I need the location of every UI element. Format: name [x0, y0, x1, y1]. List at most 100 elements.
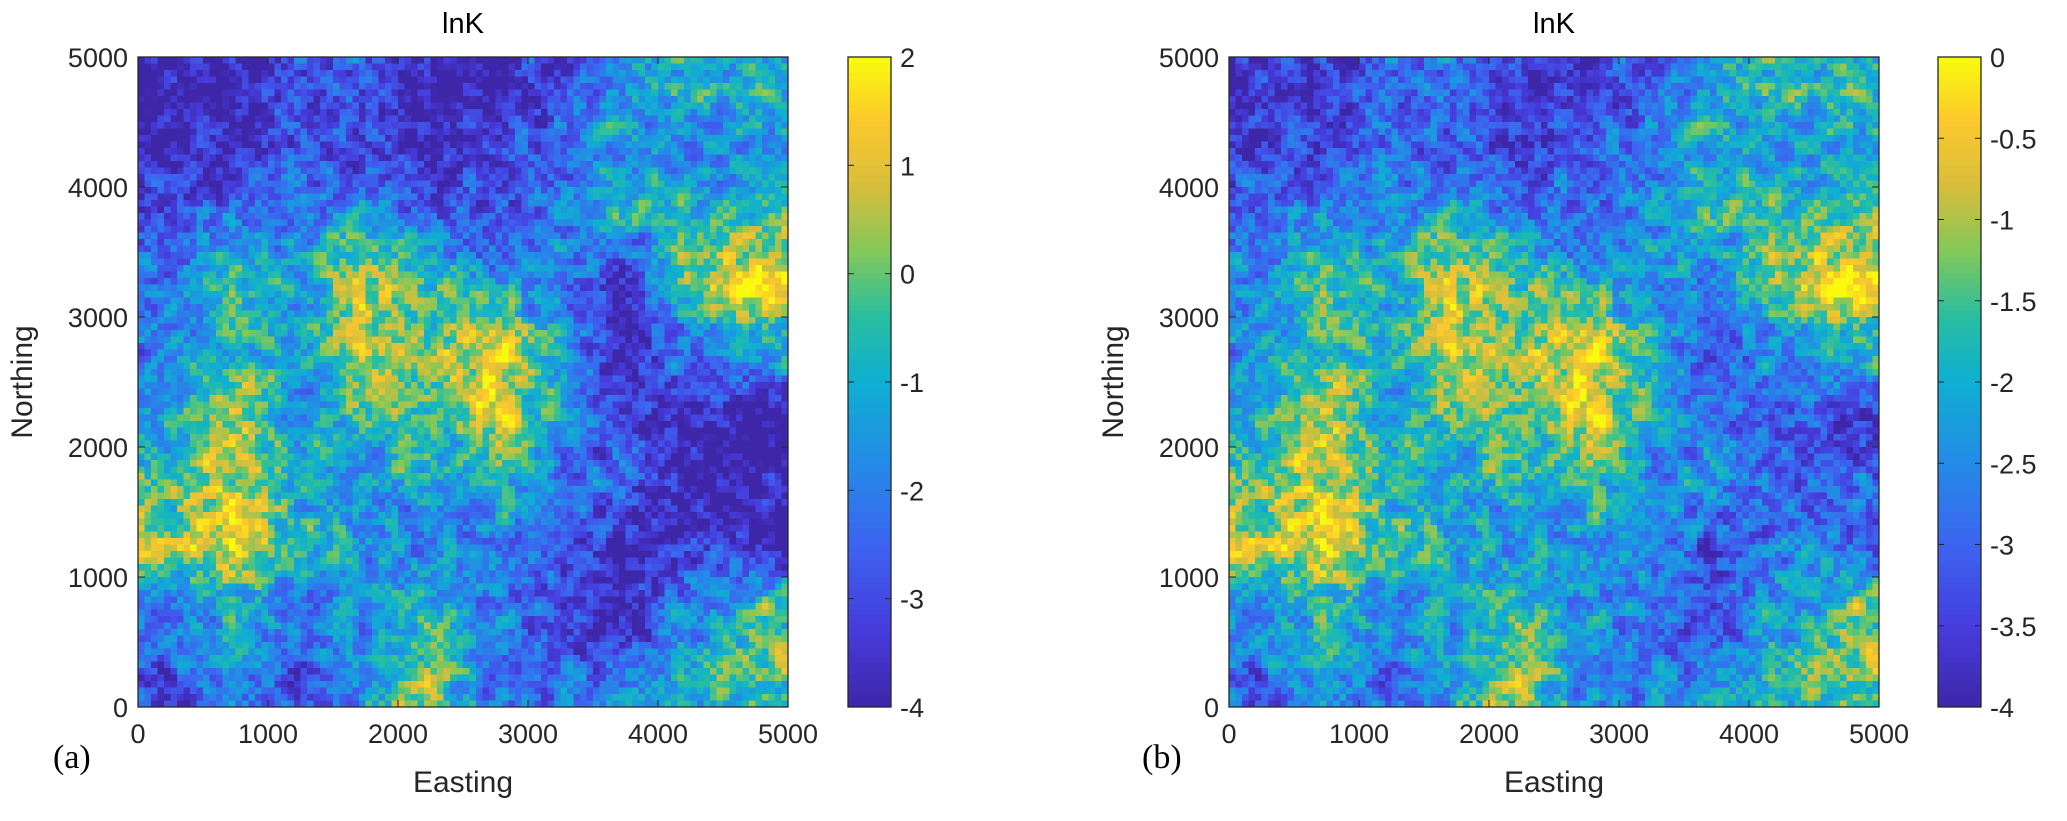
- heatmap-cell: [671, 330, 678, 337]
- heatmap-cell: [443, 245, 451, 253]
- heatmap-cell: [515, 83, 522, 90]
- heatmap-cell: [274, 375, 282, 383]
- heatmap-cell: [229, 317, 236, 324]
- heatmap-cell: [437, 219, 444, 227]
- heatmap-cell: [736, 115, 743, 123]
- heatmap-cell: [216, 369, 223, 376]
- heatmap-cell: [196, 200, 204, 207]
- heatmap-cell: [372, 206, 379, 214]
- heatmap-cell: [463, 70, 470, 77]
- heatmap-cell: [138, 284, 145, 292]
- heatmap-cell: [320, 278, 327, 285]
- heatmap-cell: [443, 330, 451, 337]
- heatmap-cell: [190, 161, 197, 168]
- heatmap-cell: [567, 96, 574, 103]
- heatmap-cell: [729, 226, 737, 233]
- heatmap-cell: [638, 174, 646, 181]
- heatmap-cell: [521, 232, 529, 240]
- heatmap-cell: [313, 297, 321, 305]
- heatmap-cell: [495, 284, 503, 292]
- heatmap-cell: [437, 115, 444, 123]
- heatmap-cell: [281, 70, 288, 77]
- heatmap-cell: [300, 122, 308, 129]
- heatmap-cell: [157, 284, 165, 292]
- heatmap-cell: [690, 57, 698, 64]
- heatmap-cell: [151, 369, 158, 376]
- heatmap-cell: [703, 174, 711, 181]
- heatmap-cell: [424, 154, 431, 162]
- heatmap-cell: [281, 232, 288, 240]
- heatmap-cell: [645, 193, 652, 201]
- heatmap-cell: [209, 232, 217, 240]
- heatmap-cell: [703, 102, 711, 110]
- heatmap-cell: [749, 63, 756, 71]
- heatmap-cell: [144, 343, 152, 350]
- heatmap-cell: [378, 291, 386, 298]
- heatmap-cell: [378, 89, 386, 97]
- heatmap-cell: [508, 245, 516, 253]
- heatmap-cell: [365, 213, 373, 220]
- heatmap-cell: [404, 336, 412, 344]
- heatmap-cell: [216, 161, 223, 168]
- heatmap-cell: [736, 57, 743, 64]
- heatmap-cell: [235, 57, 243, 64]
- heatmap-cell: [294, 336, 301, 344]
- heatmap-cell: [658, 70, 665, 77]
- heatmap-cell: [489, 167, 496, 175]
- heatmap-cell: [183, 232, 191, 240]
- heatmap-cell: [775, 128, 782, 136]
- heatmap-cell: [281, 297, 288, 305]
- heatmap-cell: [710, 122, 717, 129]
- heatmap-cell: [476, 336, 483, 344]
- heatmap-cell: [339, 317, 347, 324]
- heatmap-cell: [469, 219, 477, 227]
- heatmap-cell: [762, 232, 769, 240]
- heatmap-cell: [749, 161, 756, 168]
- heatmap-cell: [534, 76, 542, 84]
- heatmap-cell: [495, 96, 503, 103]
- heatmap-cell: [151, 213, 158, 220]
- heatmap-cell: [710, 135, 717, 142]
- heatmap-cell: [313, 330, 321, 337]
- heatmap-cell: [417, 336, 425, 344]
- heatmap-cell: [294, 115, 301, 123]
- heatmap-cell: [229, 284, 236, 292]
- heatmap-cell: [619, 271, 626, 279]
- heatmap-cell: [482, 258, 490, 266]
- heatmap-cell: [742, 271, 750, 279]
- heatmap-cell: [736, 317, 743, 324]
- heatmap-cell: [294, 291, 301, 298]
- heatmap-cell: [333, 167, 340, 175]
- heatmap-cell: [157, 239, 165, 246]
- heatmap-cell: [775, 317, 782, 324]
- heatmap-cell: [203, 291, 210, 298]
- heatmap-cell: [573, 330, 581, 337]
- heatmap-cell: [196, 265, 204, 272]
- heatmap-cell: [398, 128, 405, 136]
- heatmap-cell: [742, 57, 750, 64]
- heatmap-cell: [476, 63, 483, 71]
- heatmap-cell: [404, 369, 412, 376]
- heatmap-cell: [222, 362, 230, 370]
- heatmap-cell: [229, 96, 236, 103]
- heatmap-cell: [242, 323, 249, 331]
- heatmap-cell: [749, 128, 756, 136]
- heatmap-cell: [476, 122, 483, 129]
- heatmap-cell: [424, 187, 431, 194]
- heatmap-cell: [762, 323, 769, 331]
- heatmap-cell: [209, 193, 217, 201]
- heatmap-cell: [677, 291, 685, 298]
- heatmap-cell: [658, 375, 665, 383]
- heatmap-cell: [645, 226, 652, 233]
- heatmap-cell: [248, 128, 256, 136]
- heatmap-cell: [255, 291, 262, 298]
- heatmap-cell: [443, 122, 451, 129]
- heatmap-cell: [417, 135, 425, 142]
- heatmap-cell: [170, 336, 178, 344]
- heatmap-cell: [554, 226, 561, 233]
- heatmap-cell: [502, 375, 509, 383]
- heatmap-cell: [411, 70, 418, 77]
- heatmap-cell: [677, 70, 685, 77]
- heatmap-cell: [378, 330, 386, 337]
- heatmap-cell: [593, 265, 600, 272]
